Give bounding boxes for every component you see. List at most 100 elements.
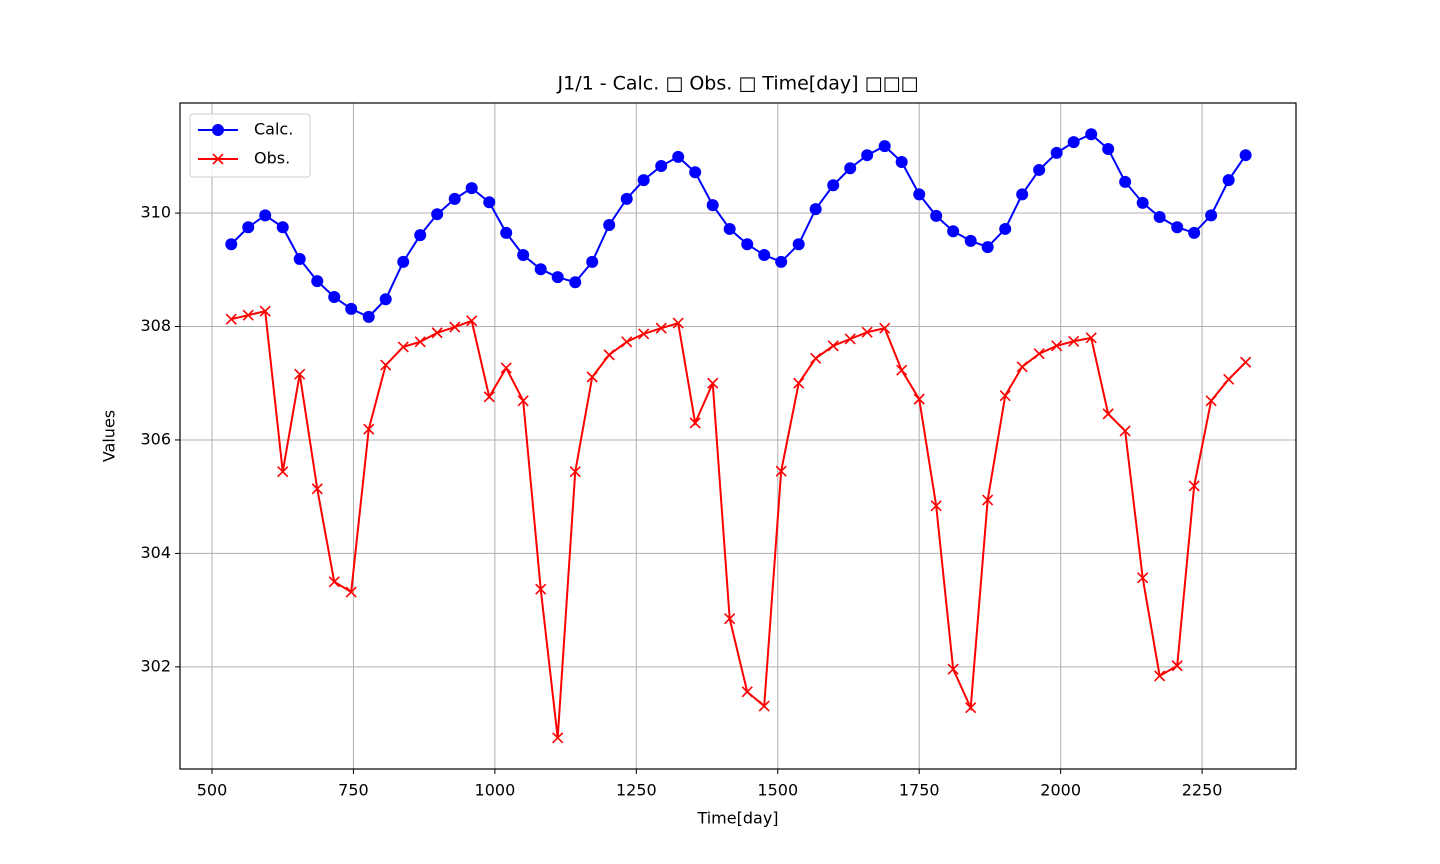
- data-point: [1222, 174, 1235, 187]
- y-tick-label: 304: [140, 543, 171, 562]
- data-point: [552, 732, 564, 744]
- data-point: [655, 322, 667, 334]
- data-point: [1102, 408, 1114, 420]
- data-point: [1205, 209, 1218, 222]
- data-point: [947, 225, 960, 238]
- data-point: [1068, 335, 1080, 347]
- data-point: [397, 341, 409, 353]
- data-point: [930, 209, 943, 222]
- y-tick-label: 308: [140, 316, 171, 335]
- x-tick-label: 1750: [899, 781, 940, 800]
- y-tick-label: 310: [140, 203, 171, 222]
- data-point: [1033, 348, 1045, 360]
- data-point: [930, 500, 942, 512]
- data-point: [895, 155, 908, 168]
- data-point: [294, 368, 306, 380]
- y-tick-label: 306: [140, 429, 171, 448]
- data-point: [603, 218, 616, 231]
- data-point: [1050, 146, 1063, 159]
- data-point: [586, 371, 598, 383]
- data-point: [1205, 395, 1217, 407]
- data-point: [758, 249, 771, 262]
- data-point: [500, 362, 512, 374]
- data-point: [844, 162, 857, 175]
- data-point: [741, 238, 754, 251]
- data-point: [621, 336, 633, 348]
- legend-marker: [212, 153, 224, 165]
- x-tick-label: 500: [197, 781, 228, 800]
- data-point: [1137, 572, 1149, 584]
- data-point: [293, 253, 306, 266]
- data-point: [844, 333, 856, 345]
- data-point: [689, 166, 702, 179]
- data-point: [793, 377, 805, 389]
- series-line: [231, 309, 1247, 738]
- data-point: [465, 182, 478, 195]
- data-point: [1154, 670, 1166, 682]
- data-point: [345, 302, 358, 315]
- data-point: [448, 192, 461, 205]
- data-point: [466, 315, 478, 327]
- data-point: [380, 359, 392, 371]
- data-point: [982, 494, 994, 506]
- data-point: [1171, 660, 1183, 672]
- data-point: [379, 293, 392, 306]
- data-point: [500, 226, 513, 239]
- data-point: [999, 222, 1012, 235]
- data-point: [311, 275, 324, 288]
- data-point: [483, 196, 496, 209]
- data-point: [913, 393, 925, 405]
- data-point: [603, 349, 615, 361]
- data-point: [517, 249, 530, 262]
- data-point: [879, 322, 891, 334]
- data-point: [259, 209, 272, 222]
- data-point: [1119, 175, 1132, 188]
- data-point: [724, 613, 736, 625]
- data-point: [535, 583, 547, 595]
- data-point: [328, 576, 340, 588]
- plot-frame: [179, 102, 1297, 770]
- data-point: [1016, 188, 1029, 201]
- data-point: [827, 179, 840, 192]
- data-point: [981, 241, 994, 254]
- data-point: [1136, 196, 1149, 209]
- legend-marker: [212, 124, 224, 136]
- data-point: [1085, 128, 1098, 141]
- data-point: [638, 328, 650, 340]
- data-point: [1033, 163, 1046, 176]
- data-point: [723, 222, 736, 235]
- data-point: [1153, 211, 1166, 224]
- data-point: [569, 276, 582, 289]
- data-point: [1240, 356, 1252, 368]
- data-point: [311, 483, 323, 495]
- data-point: [775, 255, 788, 268]
- data-point: [707, 377, 719, 389]
- data-point: [551, 271, 564, 284]
- x-tick-label: 2000: [1040, 781, 1081, 800]
- data-point: [964, 234, 977, 247]
- data-point: [672, 150, 685, 163]
- data-point: [483, 391, 495, 403]
- data-point: [242, 221, 255, 234]
- data-point: [655, 159, 668, 172]
- data-point: [896, 364, 908, 376]
- data-point: [861, 149, 874, 162]
- series-line: [230, 133, 1247, 319]
- data-point: [569, 466, 581, 478]
- data-point: [861, 326, 873, 338]
- data-point: [637, 174, 650, 187]
- data-point: [775, 465, 787, 477]
- data-point: [1085, 332, 1097, 344]
- data-point: [1067, 136, 1080, 149]
- data-point: [345, 586, 357, 598]
- data-point: [328, 291, 341, 304]
- data-point: [259, 305, 271, 317]
- data-point: [362, 310, 375, 323]
- data-point: [449, 321, 461, 333]
- data-point: [620, 192, 633, 205]
- data-point: [517, 395, 529, 407]
- x-tick-label: 1500: [757, 781, 798, 800]
- data-point: [878, 140, 891, 153]
